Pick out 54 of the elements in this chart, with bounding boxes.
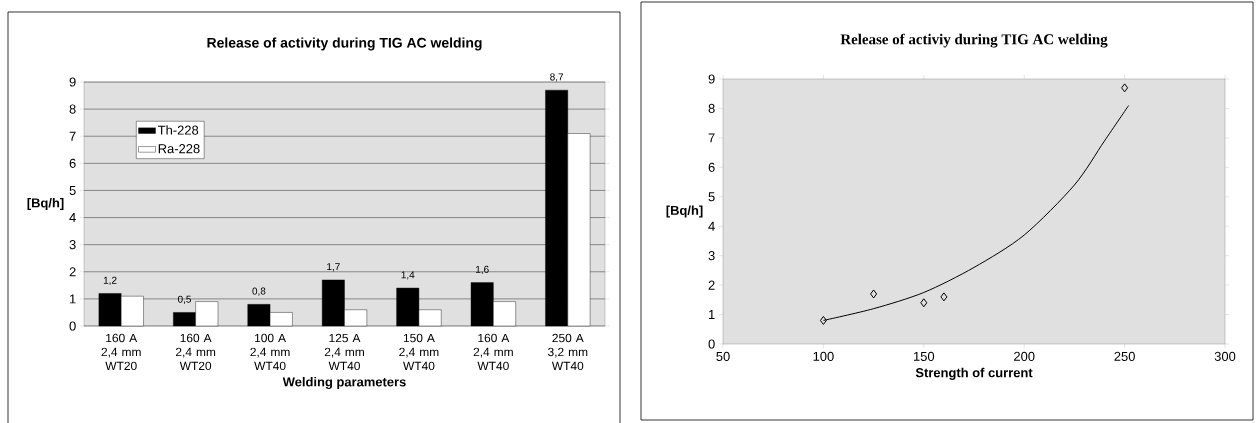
- legend-label: Th-228: [158, 125, 199, 135]
- data-label: 1,2: [103, 276, 117, 285]
- data-label: 0,8: [252, 287, 266, 296]
- y-tick-label: 4: [69, 213, 76, 223]
- y-tick-label: 5: [69, 185, 76, 195]
- line-series: [822, 105, 1130, 321]
- x-tick-label: 125 A 2,4 mm WT40: [324, 333, 364, 371]
- y-tick-label: 8: [708, 103, 715, 114]
- x-tick-label: 150: [913, 351, 935, 361]
- point: [870, 289, 878, 299]
- x-tick-label: 100: [813, 351, 834, 361]
- data-label: 1,7: [327, 263, 340, 272]
- x-axis-title: Strength of current: [915, 367, 1033, 380]
- y-tick-label: 6: [708, 162, 715, 172]
- x-tick-label: 200: [1014, 351, 1035, 361]
- y-tick-label: 0: [69, 321, 76, 331]
- x-tick-label: 100 A 2,4 mm WT40: [250, 333, 290, 371]
- data-label: 0,5: [177, 295, 191, 304]
- point: [920, 298, 928, 308]
- point: [1121, 83, 1129, 93]
- y-tick-label: 9: [708, 74, 715, 84]
- y-tick-label: 2: [708, 280, 715, 290]
- y-tick-label: 9: [69, 77, 76, 87]
- y-tick-label: 3: [708, 251, 715, 261]
- y-tick-label: 7: [69, 131, 76, 141]
- x-axis-title: Welding parameters: [282, 376, 406, 390]
- point: [819, 315, 827, 325]
- chart-title: Release of activiy during TIG AC welding: [840, 33, 1108, 48]
- y-tick-label: 5: [708, 192, 715, 202]
- x-tick-label: 160 A 2,4 mm WT40: [473, 333, 513, 371]
- y-tick-label: 2: [69, 267, 76, 277]
- y-tick-label: 0: [708, 339, 715, 349]
- x-tick-label: 250: [1114, 351, 1135, 361]
- y-tick-label: 3: [69, 240, 76, 250]
- x-tick-label: 300: [1214, 351, 1236, 361]
- x-tick-label: 50: [716, 351, 730, 361]
- y-tick-label: 8: [69, 104, 76, 114]
- x-tick-label: 160 A 2,4 mm WT20: [101, 333, 141, 371]
- x-tick-label: 250 A 3,2 mm WT40: [547, 333, 588, 371]
- legend-label: Ra-228: [158, 144, 200, 154]
- x-tick-label: 150 A 2,4 mm WT40: [399, 333, 439, 371]
- y-tick-label: 4: [708, 221, 715, 231]
- y-axis-title: [Bq/h]: [27, 197, 64, 211]
- y-axis-title: [Bq/h]: [666, 205, 703, 218]
- chart-title: Release of activity during TIG AC welding: [207, 37, 482, 51]
- point: [940, 292, 948, 302]
- data-label: 8,7: [550, 73, 564, 82]
- y-tick-label: 1: [709, 310, 715, 320]
- y-tick-label: 6: [69, 158, 76, 168]
- y-tick-label: 1: [70, 294, 76, 304]
- data-label: 1,6: [476, 265, 489, 275]
- data-label: 1,4: [401, 271, 415, 280]
- x-tick-label: 160 A 2,4 mm WT20: [175, 333, 216, 371]
- y-tick-label: 7: [708, 133, 715, 143]
